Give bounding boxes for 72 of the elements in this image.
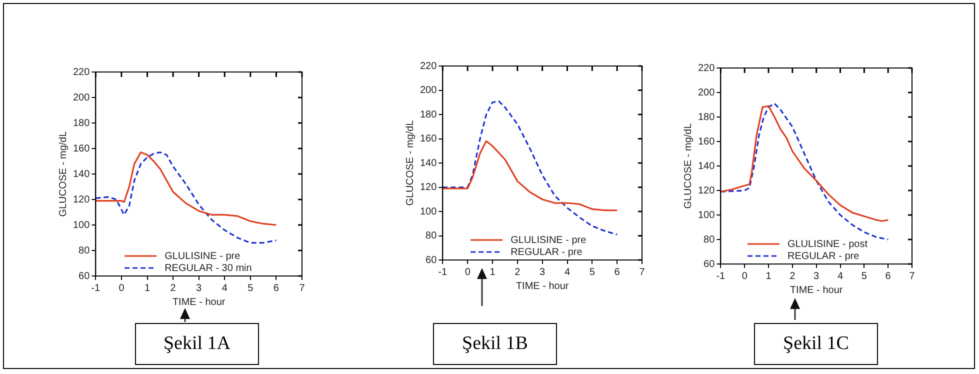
text: Şekil 1C [754, 323, 878, 365]
y-tick-label: 60 [704, 258, 716, 270]
x-tick-label: 3 [540, 266, 546, 278]
x-tick-label: 5 [248, 282, 254, 294]
y-tick-label: 120 [72, 194, 90, 206]
legend-label: REGULAR - pre [787, 250, 860, 262]
line-series [720, 102, 889, 240]
y-axis-title: GLUCOSE - mg/dL [682, 122, 694, 209]
y-tick-label: 160 [420, 134, 438, 144]
text: Şekil 1B [433, 323, 557, 365]
y-tick-label: 60 [78, 270, 90, 282]
line-series [442, 100, 618, 236]
y-tick-label: 60 [426, 254, 438, 266]
y-tick-label: 220 [698, 62, 716, 74]
x-tick-label: 4 [837, 270, 844, 282]
x-tick-label: -1 [438, 266, 448, 278]
x-tick-label: 3 [814, 270, 820, 282]
x-tick-label: 4 [564, 266, 570, 278]
x-tick-label: 5 [861, 270, 868, 282]
x-tick-label: 2 [790, 270, 796, 282]
x-tick-label: 1 [144, 282, 150, 294]
y-tick-label: 200 [698, 87, 716, 98]
x-tick-label: 7 [909, 270, 916, 282]
y-tick-label: 120 [698, 185, 716, 196]
y-tick-label: 200 [420, 85, 438, 96]
x-tick-label: 4 [222, 282, 228, 294]
y-tick-label: 160 [72, 143, 90, 154]
x-tick-label: 0 [742, 270, 748, 282]
x-axis-title: TIME - hour [516, 280, 570, 292]
x-tick-label: 7 [299, 282, 306, 294]
x-tick-label: 1 [766, 270, 772, 282]
y-tick-label: 80 [704, 234, 716, 246]
x-tick-label: 7 [639, 266, 646, 278]
x-tick-label: 6 [273, 282, 280, 294]
y-tick-label: 160 [698, 136, 716, 148]
line-series [96, 152, 278, 244]
x-axis-title: TIME - hour [790, 284, 844, 296]
y-axis-title: GLUCOSE - mg/dL [404, 120, 416, 206]
y-tick-label: 140 [698, 160, 716, 172]
x-tick-label: 2 [170, 282, 176, 294]
y-tick-label: 180 [420, 109, 438, 120]
x-tick-label: 0 [464, 266, 471, 278]
x-tick-label: -1 [716, 270, 726, 282]
text: Şekil 1A [135, 323, 259, 365]
y-tick-label: 140 [72, 168, 90, 180]
x-tick-label: 1 [490, 266, 496, 278]
y-tick-label: 120 [420, 182, 438, 193]
x-axis-title: TIME - hour [172, 296, 226, 308]
legend-label: GLULISINE - pre [164, 250, 241, 262]
y-tick-label: 140 [420, 158, 438, 169]
legend-label: GLULISINE - pre [510, 234, 587, 246]
y-tick-label: 220 [72, 66, 90, 78]
y-tick-label: 80 [78, 245, 90, 256]
x-tick-label: 3 [196, 282, 202, 294]
x-tick-label: 0 [118, 282, 125, 294]
y-tick-label: 100 [72, 220, 90, 231]
y-tick-label: 80 [426, 230, 438, 242]
y-tick-label: 220 [420, 60, 438, 72]
x-tick-label: -1 [91, 282, 101, 294]
legend-label: REGULAR - 30 min [164, 262, 252, 274]
y-tick-label: 100 [420, 206, 438, 218]
y-tick-label: 100 [698, 210, 716, 221]
legend-label: REGULAR - pre [510, 246, 583, 258]
legend-label: GLULISINE - post [787, 238, 868, 250]
y-tick-label: 180 [72, 118, 90, 129]
x-tick-label: 2 [514, 266, 521, 278]
x-tick-label: 6 [614, 266, 620, 278]
x-tick-label: 6 [885, 270, 892, 282]
y-tick-label: 200 [72, 92, 90, 104]
y-tick-label: 180 [698, 112, 716, 123]
x-tick-label: 5 [589, 266, 596, 278]
y-axis-title: GLUCOSE - mg/dL [58, 130, 69, 217]
